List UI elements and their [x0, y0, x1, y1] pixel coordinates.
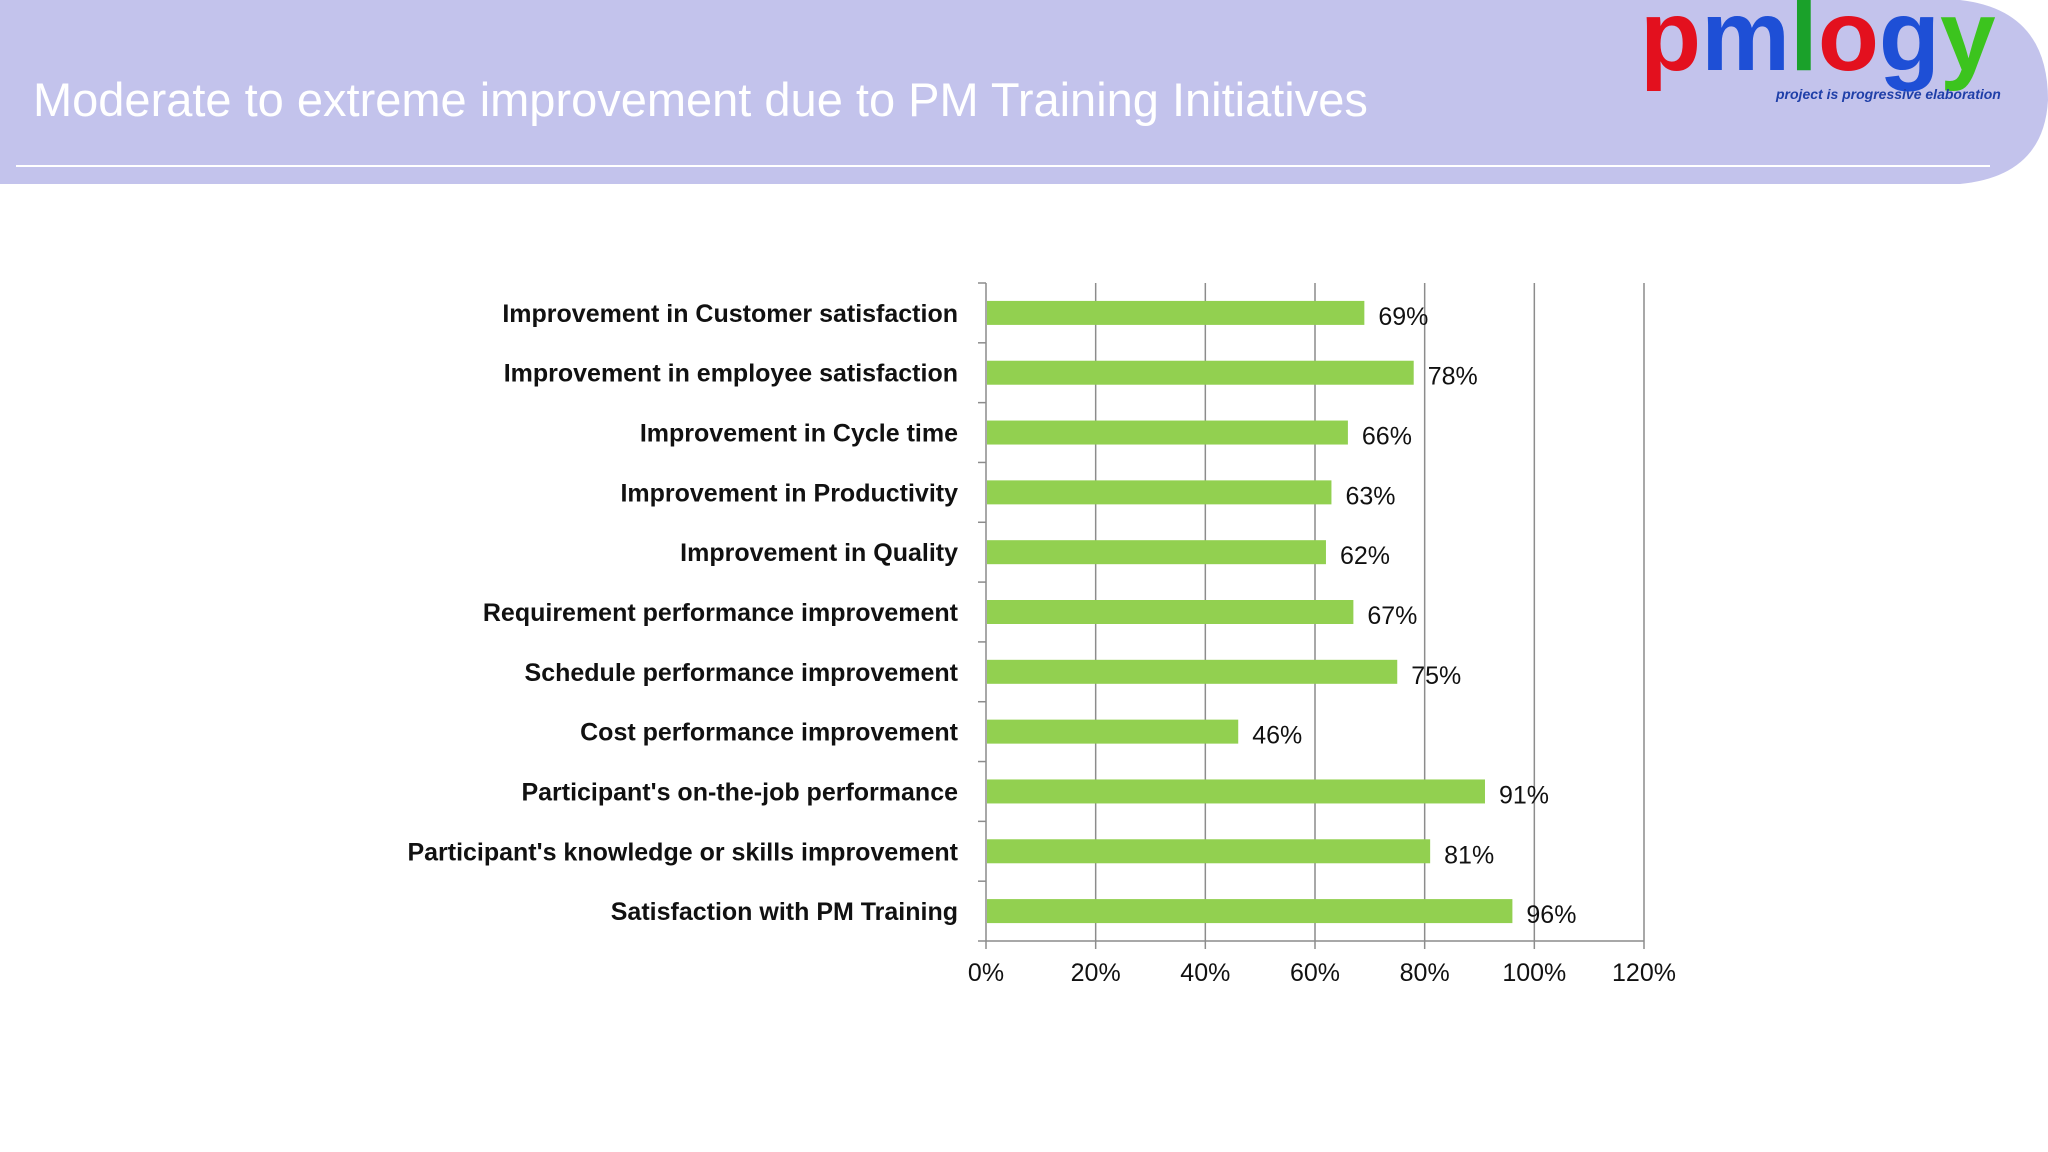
- data-label: 62%: [1340, 542, 1390, 570]
- bar: [987, 659, 1398, 684]
- logo-tagline: project is progressive elaboration: [1776, 86, 2001, 102]
- category-label: Improvement in employee satisfaction: [504, 360, 958, 388]
- data-label: 78%: [1428, 363, 1478, 391]
- bar: [987, 480, 1332, 505]
- category-label: Improvement in Customer satisfaction: [502, 300, 958, 328]
- category-label: Requirement performance improvement: [483, 599, 959, 627]
- logo-letter: p: [1640, 0, 1702, 92]
- category-label: Schedule performance improvement: [525, 659, 959, 687]
- x-tick-label: 40%: [1180, 959, 1230, 987]
- category-label: Improvement in Quality: [680, 539, 958, 567]
- category-label: Cost performance improvement: [580, 719, 959, 747]
- bar: [987, 899, 1513, 924]
- x-tick-label: 0%: [968, 959, 1004, 987]
- data-label: 63%: [1345, 482, 1395, 510]
- category-label: Improvement in Productivity: [620, 479, 958, 507]
- x-tick-label: 80%: [1400, 959, 1450, 987]
- chart-axes: [978, 282, 1645, 949]
- logo-letter: g: [1878, 0, 1940, 92]
- x-tick-label: 20%: [1071, 959, 1121, 987]
- slide-title: Moderate to extreme improvement due to P…: [33, 73, 1368, 126]
- data-label: 75%: [1411, 662, 1461, 690]
- banner-shape: [0, 0, 2048, 184]
- category-labels: Improvement in Customer satisfaction Impr…: [407, 300, 958, 926]
- bar: [987, 420, 1348, 445]
- bar: [987, 779, 1485, 804]
- bar: [987, 600, 1354, 624]
- data-labels: 69% 78% 66% 63% 62% 67% 75% 46% 91% 81% 96%: [1252, 303, 1576, 929]
- logo-letter: l: [1790, 0, 1818, 92]
- data-label: 81%: [1444, 841, 1494, 869]
- data-label: 96%: [1526, 901, 1576, 929]
- logo-letter: y: [1940, 0, 1996, 92]
- category-label: Participant's knowledge or skills improv…: [407, 838, 958, 866]
- data-label: 69%: [1378, 303, 1428, 331]
- logo-letter: m: [1701, 0, 1791, 92]
- x-tick-labels: 0% 20% 40% 60% 80% 100% 120%: [968, 959, 1676, 987]
- bar: [987, 540, 1326, 565]
- data-label: 66%: [1362, 423, 1412, 451]
- category-label: Improvement in Cycle time: [640, 420, 958, 448]
- x-tick-label: 100%: [1502, 959, 1566, 987]
- data-label: 67%: [1367, 602, 1417, 630]
- category-label: Participant's on-the-job performance: [521, 778, 958, 806]
- data-label: 91%: [1499, 781, 1549, 809]
- bar: [987, 300, 1365, 325]
- category-label: Satisfaction with PM Training: [611, 898, 958, 926]
- bar: [987, 360, 1414, 385]
- title-banner: Moderate to extreme improvement due to P…: [0, 0, 2048, 186]
- x-tick-label: 120%: [1612, 959, 1676, 987]
- logo-letter: o: [1817, 0, 1879, 92]
- logo-wordmark: pmlogy: [1640, 0, 1996, 86]
- chart-bars: [987, 300, 1513, 924]
- data-label: 46%: [1252, 722, 1302, 750]
- bar: [987, 839, 1431, 864]
- x-tick-label: 60%: [1290, 959, 1340, 987]
- bar: [987, 719, 1239, 744]
- pmlogy-logo: pmlogy project is progressive elaboratio…: [1640, 0, 2040, 106]
